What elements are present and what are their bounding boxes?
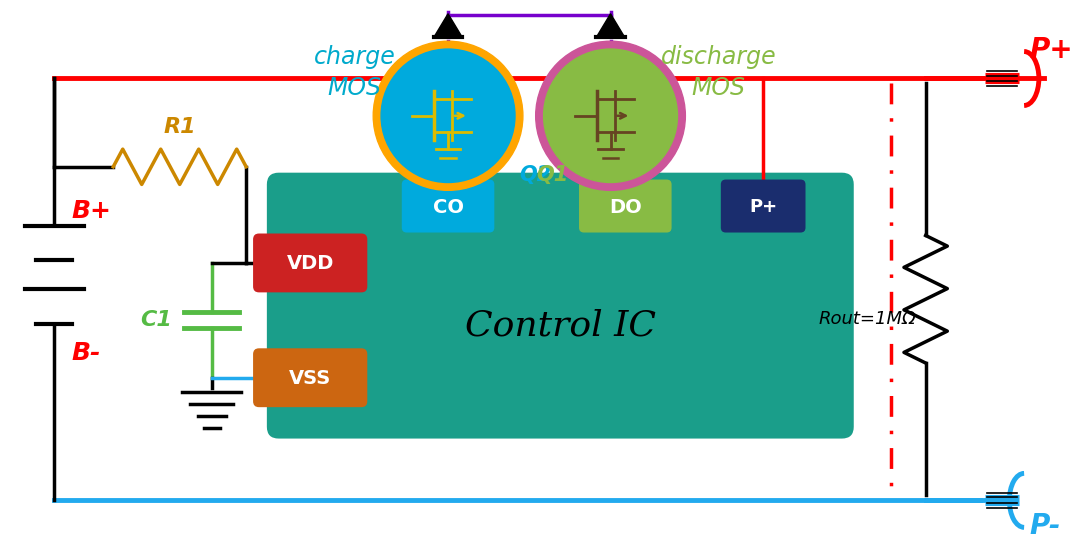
- Text: R1: R1: [163, 117, 197, 137]
- Text: CO: CO: [433, 197, 463, 216]
- FancyBboxPatch shape: [267, 173, 854, 439]
- Circle shape: [536, 41, 686, 190]
- Text: charge: charge: [313, 45, 395, 69]
- Text: Control IC: Control IC: [464, 308, 656, 342]
- FancyBboxPatch shape: [253, 348, 367, 407]
- FancyBboxPatch shape: [402, 179, 495, 233]
- Text: discharge: discharge: [661, 45, 777, 69]
- Polygon shape: [596, 14, 624, 37]
- Text: MOS: MOS: [327, 76, 381, 100]
- Text: Q2: Q2: [519, 165, 551, 185]
- Text: Rout=1MΩ: Rout=1MΩ: [818, 310, 916, 328]
- Text: P-: P-: [1029, 512, 1061, 540]
- Text: MOS: MOS: [692, 76, 746, 100]
- Text: VDD: VDD: [286, 255, 334, 274]
- Circle shape: [543, 49, 677, 183]
- FancyBboxPatch shape: [720, 179, 806, 233]
- Circle shape: [381, 49, 515, 183]
- Text: VSS: VSS: [289, 369, 332, 388]
- Text: P+: P+: [750, 198, 778, 216]
- Text: B+: B+: [72, 199, 112, 223]
- Text: C1: C1: [140, 310, 173, 330]
- Text: Q1: Q1: [537, 165, 569, 185]
- Text: P+: P+: [1029, 36, 1072, 64]
- FancyBboxPatch shape: [579, 179, 672, 233]
- Text: B-: B-: [72, 341, 102, 365]
- Circle shape: [374, 41, 523, 190]
- Text: DO: DO: [609, 197, 642, 216]
- Polygon shape: [434, 14, 462, 37]
- FancyBboxPatch shape: [253, 233, 367, 292]
